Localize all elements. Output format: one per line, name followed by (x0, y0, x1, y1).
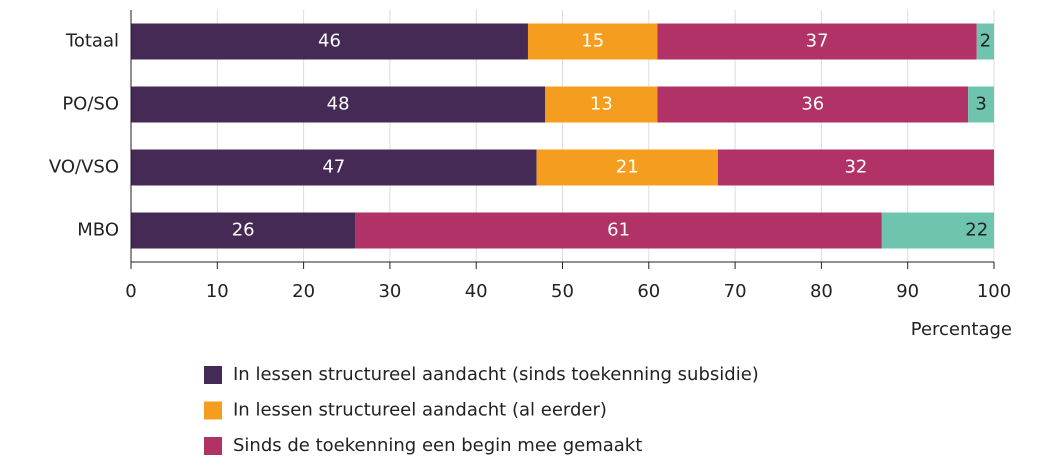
data-label: 61 (607, 220, 630, 241)
bar-segment (545, 86, 658, 123)
x-tick-label: 90 (896, 281, 919, 302)
y-tick-label: VO/VSO (49, 157, 119, 178)
bar-segment (881, 212, 994, 249)
data-label: 47 (322, 157, 345, 178)
bar-segment (536, 149, 718, 186)
data-label: 13 (590, 94, 613, 115)
x-tick-label: 10 (206, 281, 229, 302)
legend-label: Sinds de toekenning een begin mee gemaak… (233, 435, 642, 456)
data-label: 21 (616, 157, 639, 178)
data-label: 36 (801, 94, 824, 115)
x-tick-label: 70 (724, 281, 747, 302)
bar-segment (717, 149, 994, 186)
data-label: 15 (581, 31, 604, 52)
x-tick-label: 30 (378, 281, 401, 302)
bar-segment (355, 212, 882, 249)
legend-swatch (204, 366, 222, 384)
bar-segment (968, 86, 994, 123)
bar-segment (131, 212, 356, 249)
y-tick-label: Totaal (65, 31, 119, 52)
x-axis-label: Percentage (911, 319, 1012, 340)
x-tick-label: 80 (810, 281, 833, 302)
x-tick-label: 40 (465, 281, 488, 302)
bar-segment (976, 23, 994, 60)
x-tick-label: 100 (977, 281, 1011, 302)
data-label: 32 (844, 157, 867, 178)
legend-swatch (204, 437, 222, 455)
y-tick-label: MBO (77, 220, 119, 241)
bar-segment (131, 23, 528, 60)
x-tick-label: 20 (292, 281, 315, 302)
legend-swatch (204, 401, 222, 420)
bar-segment (657, 86, 969, 123)
plot-area: 46 15 37 2 48 13 36 3 47 21 32 26 61 22 (131, 23, 994, 249)
data-label: 22 (965, 220, 988, 241)
data-label: 3 (975, 94, 986, 115)
x-tick-label: 0 (125, 281, 136, 302)
data-label: 26 (232, 220, 255, 241)
bar-segment (657, 23, 977, 60)
data-label: 37 (806, 31, 829, 52)
legend-label: In lessen structureel aandacht (al eerde… (233, 400, 607, 421)
y-tick-label: PO/SO (62, 94, 119, 115)
bar-segment (131, 86, 546, 123)
x-tick-label: 60 (637, 281, 660, 302)
data-label: 2 (980, 31, 991, 52)
data-label: 46 (318, 31, 341, 52)
data-label: 48 (327, 94, 350, 115)
x-tick-label: 50 (551, 281, 574, 302)
legend-label: In lessen structureel aandacht (sinds to… (233, 364, 759, 385)
bar-segment (527, 23, 658, 60)
bar-segment (131, 149, 537, 186)
